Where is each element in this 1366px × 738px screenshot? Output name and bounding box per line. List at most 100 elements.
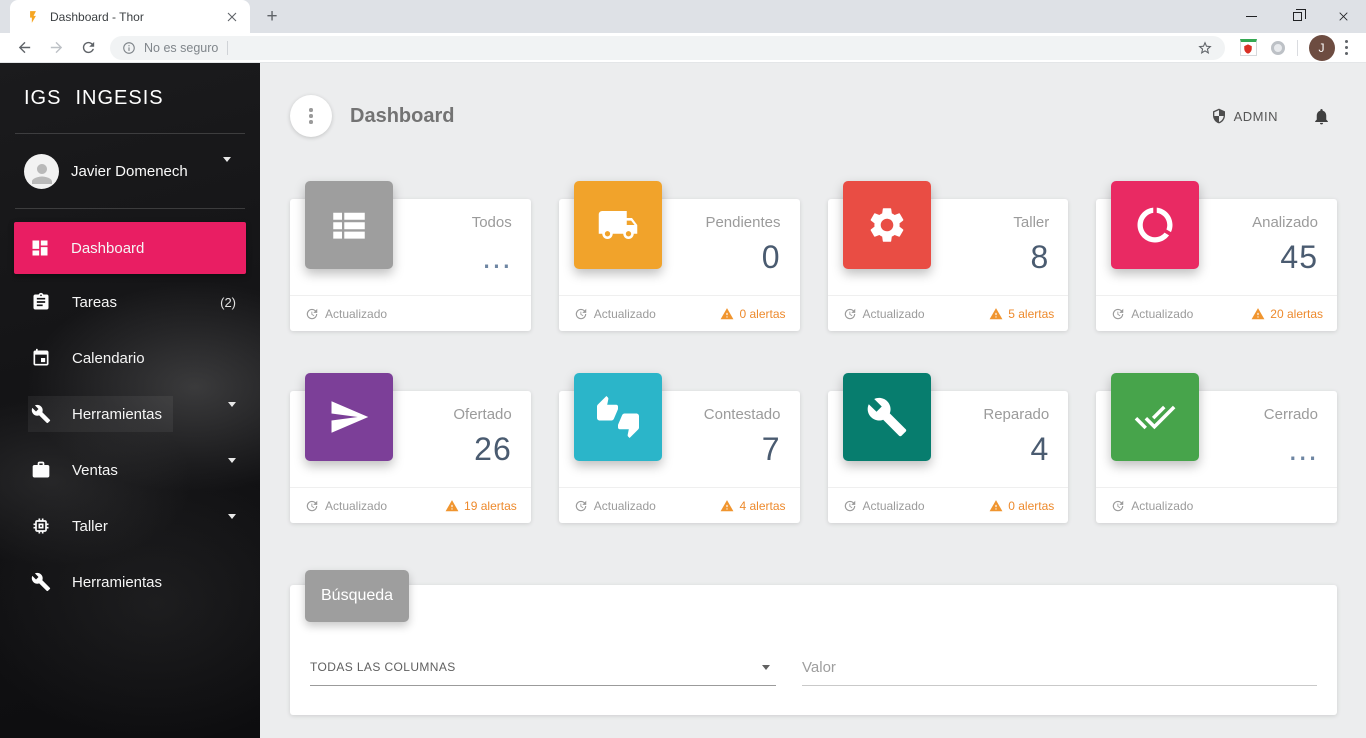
forward-icon[interactable] (43, 35, 69, 61)
tab-close-icon[interactable] (224, 9, 240, 25)
alerts-status: 5 alertas (989, 307, 1054, 321)
sidebar-item-tareas[interactable]: Tareas (2) (0, 274, 260, 330)
chevron-down-icon (762, 664, 770, 670)
main-content: Dashboard ADMIN (260, 63, 1366, 738)
sidebar-item-label: Ventas (72, 461, 118, 479)
columns-select[interactable]: TODAS LAS COLUMNAS (310, 659, 776, 686)
app-logo: IGS INGESIS (15, 63, 245, 133)
update-icon (575, 500, 586, 511)
wrench-icon (31, 572, 51, 592)
admin-role-chip[interactable]: ADMIN (1211, 108, 1278, 124)
new-tab-button[interactable]: + (266, 5, 278, 27)
page-menu-icon[interactable] (290, 95, 332, 137)
sidebar-item-label: Herramientas (72, 573, 163, 591)
sidebar-item-ventas[interactable]: Ventas (0, 442, 260, 498)
card-label: Analizado (1252, 214, 1318, 231)
card-value: ... (1288, 431, 1318, 467)
card-cerrado[interactable]: Cerrado ... Actualizado (1096, 373, 1337, 523)
bookmark-star-icon[interactable] (1197, 40, 1213, 56)
user-menu[interactable]: Javier Domenech (15, 134, 245, 208)
logo-secondary: INGESIS (75, 86, 164, 109)
tab-title: Dashboard - Thor (50, 9, 144, 24)
sidebar: IGS INGESIS Javier Domenech (0, 63, 260, 738)
sidebar-item-herramientas-2[interactable]: Herramientas (0, 554, 260, 610)
card-value: 0 (761, 239, 781, 275)
card-contestado[interactable]: Contestado 7 Actualizado 4 alertas (558, 373, 800, 523)
back-icon[interactable] (11, 35, 37, 61)
sidebar-item-label: Calendario (72, 349, 145, 367)
card-label: Ofertado (453, 406, 512, 423)
page-title: Dashboard (350, 104, 455, 127)
shield-extension-icon[interactable] (1239, 39, 1257, 56)
window-restore-button[interactable] (1274, 0, 1320, 33)
shield-icon (1211, 108, 1227, 124)
alerts-status: 0 alertas (989, 499, 1054, 513)
table-icon (305, 181, 393, 269)
search-panel-title: Búsqueda (305, 570, 409, 622)
updated-status: Actualizado (1111, 307, 1193, 321)
card-value: 26 (474, 431, 512, 467)
window-minimize-button[interactable] (1228, 0, 1274, 33)
dashboard-icon (30, 238, 50, 258)
security-label: No es seguro (144, 40, 219, 55)
card-value: 7 (761, 431, 781, 467)
update-icon (575, 308, 586, 319)
updated-status: Actualizado (1111, 499, 1193, 513)
warning-icon (989, 499, 1003, 511)
sidebar-item-calendario[interactable]: Calendario (0, 330, 260, 386)
notifications-bell-icon[interactable] (1312, 107, 1331, 126)
update-icon (844, 308, 855, 319)
logo-primary: IGS (24, 86, 62, 109)
card-analizado[interactable]: Analizado 45 Actualizado 20 alertas (1096, 181, 1337, 331)
wrench-icon (31, 404, 51, 424)
updated-status: Actualizado (574, 307, 656, 321)
warning-icon (445, 499, 459, 511)
info-icon[interactable] (122, 41, 136, 55)
alerts-status: 20 alertas (1251, 307, 1323, 321)
address-separator (227, 40, 229, 55)
sidebar-item-label: Herramientas (72, 405, 163, 423)
browser-tab[interactable]: Dashboard - Thor (10, 0, 250, 33)
sidebar-item-taller[interactable]: Taller (0, 498, 260, 554)
gear-icon (842, 181, 931, 269)
page-header: Dashboard ADMIN (290, 63, 1337, 147)
columns-select-value: TODAS LAS COLUMNAS (310, 660, 456, 674)
browser-menu-icon[interactable] (1344, 39, 1348, 56)
card-reparado[interactable]: Reparado 4 Actualizado 0 alertas (827, 373, 1069, 523)
card-label: Cerrado (1263, 406, 1318, 423)
card-taller[interactable]: Taller 8 Actualizado 5 alertas (827, 181, 1069, 331)
update-icon (844, 500, 855, 511)
card-label: Pendientes (705, 214, 781, 231)
card-ofertado[interactable]: Ofertado 26 Actualizado 19 alertas (290, 373, 531, 523)
chip-icon (31, 516, 51, 536)
briefcase-icon (31, 460, 51, 480)
window-close-button[interactable] (1320, 0, 1366, 33)
circle-extension-icon[interactable] (1270, 40, 1285, 55)
update-icon (1113, 500, 1124, 511)
alerts-status: 4 alertas (720, 499, 786, 513)
alerts-status: 19 alertas (445, 499, 517, 513)
clipboard-icon (31, 292, 51, 312)
card-pendientes[interactable]: Pendientes 0 Actualizado 0 alertas (558, 181, 800, 331)
card-todos[interactable]: Todos ... Actualizado (290, 181, 531, 331)
sidebar-item-herramientas[interactable]: Herramientas (0, 386, 260, 442)
warning-icon (721, 307, 734, 319)
update-icon (306, 500, 318, 511)
sidebar-item-label: Taller (72, 517, 108, 535)
sidebar-item-label: Tareas (72, 293, 118, 311)
browser-profile-avatar[interactable]: J (1308, 34, 1335, 61)
sidebar-item-dashboard[interactable]: Dashboard (14, 222, 246, 274)
status-cards: Todos ... Actualizado (290, 181, 1337, 523)
value-input[interactable] (802, 659, 1317, 686)
card-value: 8 (1030, 239, 1050, 275)
chevron-down-icon (228, 513, 236, 534)
card-label: Contestado (703, 406, 781, 423)
browser-toolbar: No es seguro J (0, 33, 1366, 63)
refresh-icon[interactable] (75, 35, 101, 61)
warning-icon (1251, 307, 1265, 319)
card-label: Reparado (983, 406, 1050, 423)
sidebar-menu: Dashboard Tareas (2) Calendario (0, 209, 260, 610)
address-bar[interactable]: No es seguro (110, 35, 1225, 60)
card-label: Todos (471, 214, 512, 231)
